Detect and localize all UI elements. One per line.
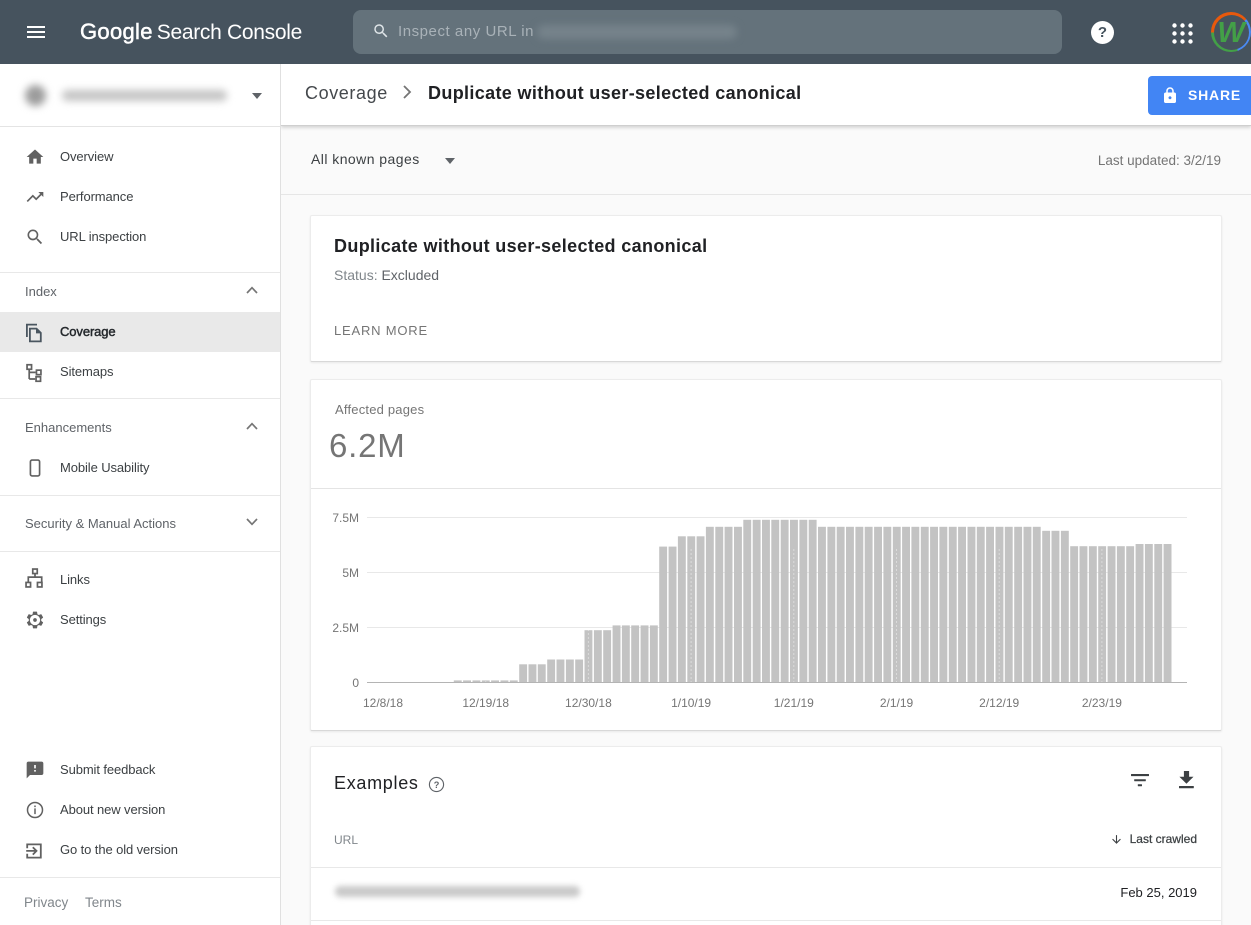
svg-text:1/21/19: 1/21/19 xyxy=(774,696,814,710)
svg-text:5M: 5M xyxy=(342,566,359,580)
svg-text:2/1/19: 2/1/19 xyxy=(880,696,914,710)
svg-text:2.5M: 2.5M xyxy=(332,621,359,635)
svg-text:12/30/18: 12/30/18 xyxy=(565,696,612,710)
svg-text:2/12/19: 2/12/19 xyxy=(979,696,1019,710)
svg-text:12/8/18: 12/8/18 xyxy=(363,696,403,710)
svg-text:0: 0 xyxy=(352,676,359,690)
svg-text:1/10/19: 1/10/19 xyxy=(671,696,711,710)
svg-text:2/23/19: 2/23/19 xyxy=(1082,696,1122,710)
svg-text:?: ? xyxy=(434,780,440,790)
svg-text:7.5M: 7.5M xyxy=(332,511,359,525)
svg-text:12/19/18: 12/19/18 xyxy=(462,696,509,710)
